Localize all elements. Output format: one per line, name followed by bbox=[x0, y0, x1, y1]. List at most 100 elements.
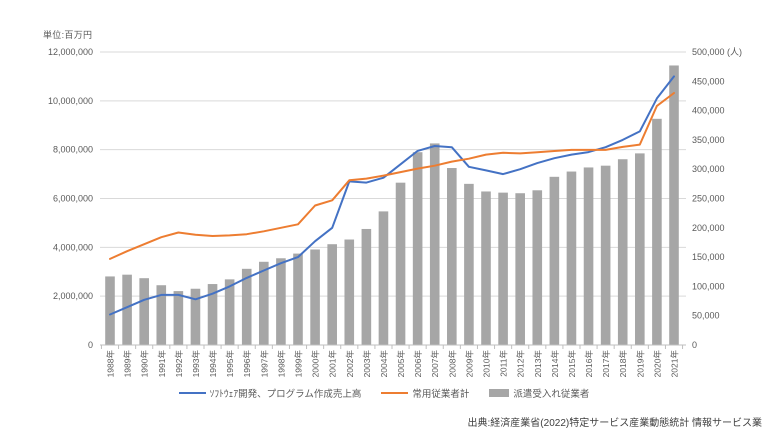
x-axis-label-1997年: 1997年 bbox=[259, 350, 269, 378]
left-axis-tick-label: 8,000,000 bbox=[53, 145, 93, 155]
bar-1988年 bbox=[105, 276, 115, 345]
legend-label-software-sales: ｿﾌﾄｳｪｱ開発、プログラム作成売上高 bbox=[209, 389, 362, 400]
bar-1990年 bbox=[139, 278, 149, 345]
x-axis-label-2018年: 2018年 bbox=[618, 350, 628, 378]
bar-2001年 bbox=[327, 244, 337, 345]
bar-2010年 bbox=[481, 191, 491, 345]
x-axis-label-2013年: 2013年 bbox=[533, 350, 543, 378]
x-axis-label-2004年: 2004年 bbox=[379, 350, 389, 378]
x-axis-label-2009年: 2009年 bbox=[464, 350, 474, 378]
bar-2019年 bbox=[635, 153, 645, 345]
bar-1995年 bbox=[224, 279, 235, 345]
legend-item-regular-employees: 常用従業者計 bbox=[381, 386, 469, 400]
bar-2018年 bbox=[617, 159, 628, 345]
bar-2007年 bbox=[429, 143, 440, 345]
x-axis-label-1994年: 1994年 bbox=[208, 350, 218, 378]
x-axis-label-2015年: 2015年 bbox=[567, 350, 577, 378]
x-axis-label-1990年: 1990年 bbox=[140, 350, 150, 378]
bar-2017年 bbox=[600, 165, 611, 345]
x-axis-label-2017年: 2017年 bbox=[601, 350, 611, 378]
bar-1999年 bbox=[293, 253, 303, 345]
line-software-sales bbox=[109, 75, 675, 316]
left-axis-unit-label: 単位:百万円 bbox=[43, 30, 93, 40]
x-axis-label-2001年: 2001年 bbox=[328, 350, 338, 378]
bar-1991年 bbox=[156, 285, 167, 345]
right-axis-tick-label: 400,000 bbox=[692, 106, 725, 116]
bar-1994年 bbox=[207, 284, 218, 345]
source-citation: 出典:経済産業省(2022)特定サービス産業動態統計 情報サービス業 bbox=[467, 418, 762, 429]
bar-2012年 bbox=[515, 193, 525, 345]
right-axis-tick-label: 250,000 bbox=[692, 194, 725, 204]
bar-2006年 bbox=[412, 152, 423, 345]
left-axis-tick-label: 2,000,000 bbox=[53, 291, 93, 301]
x-axis-label-2020年: 2020年 bbox=[652, 350, 662, 378]
line-regular-employees bbox=[109, 92, 675, 260]
x-axis-label-2006年: 2006年 bbox=[413, 350, 423, 378]
x-axis-label-1991年: 1991年 bbox=[157, 350, 167, 378]
legend-label-regular-employees: 常用従業者計 bbox=[412, 389, 470, 400]
bar-1998年 bbox=[276, 258, 286, 345]
bar-2013年 bbox=[532, 190, 543, 345]
bar-2016年 bbox=[583, 167, 594, 345]
x-axis-label-2021年: 2021年 bbox=[670, 350, 680, 378]
right-axis-tick-label: 200,000 bbox=[692, 223, 725, 233]
x-axis-label-2011年: 2011年 bbox=[499, 350, 509, 377]
right-axis-tick-label: 350,000 bbox=[692, 135, 725, 145]
legend-label-dispatched-workers: 派遣受入れ従業者 bbox=[513, 389, 590, 400]
x-axis-label-2012年: 2012年 bbox=[516, 350, 526, 378]
bar-2021年 bbox=[669, 65, 679, 345]
bar-2008年 bbox=[447, 168, 457, 345]
x-axis-label-1989年: 1989年 bbox=[123, 350, 133, 378]
legend-item-dispatched-workers: 派遣受入れ従業者 bbox=[489, 386, 589, 400]
bar-2005年 bbox=[395, 182, 406, 345]
bar-2004年 bbox=[378, 211, 389, 345]
x-axis-label-2002年: 2002年 bbox=[345, 350, 355, 378]
bar-2014年 bbox=[549, 176, 560, 345]
x-axis-label-2016年: 2016年 bbox=[584, 350, 594, 378]
legend-gray-bar-marker bbox=[489, 389, 510, 397]
bar-2000年 bbox=[310, 249, 320, 345]
legend-orange-line-marker bbox=[381, 392, 409, 394]
bar-1992年 bbox=[173, 291, 184, 345]
x-axis-label-2008年: 2008年 bbox=[447, 350, 457, 378]
left-axis-tick-label: 0 bbox=[88, 340, 93, 350]
left-axis-tick-label: 10,000,000 bbox=[48, 96, 93, 106]
bar-1993年 bbox=[190, 288, 201, 345]
bar-2020年 bbox=[652, 118, 662, 345]
right-axis-tick-label: 100,000 bbox=[692, 281, 725, 291]
x-axis-label-2019年: 2019年 bbox=[635, 350, 645, 378]
x-axis-label-2005年: 2005年 bbox=[396, 350, 406, 378]
left-axis-tick-label: 12,000,000 bbox=[48, 47, 93, 57]
right-axis-tick-label: 300,000 bbox=[692, 164, 725, 174]
bar-2009年 bbox=[464, 183, 474, 345]
x-axis-label-2007年: 2007年 bbox=[430, 350, 440, 378]
x-axis-label-1992年: 1992年 bbox=[174, 350, 184, 378]
bar-2015年 bbox=[566, 171, 577, 345]
legend-item-software-sales: ｿﾌﾄｳｪｱ開発、プログラム作成売上高 bbox=[178, 386, 362, 400]
bar-1989年 bbox=[122, 274, 132, 345]
bar-2011年 bbox=[498, 192, 508, 345]
x-axis-label-1996年: 1996年 bbox=[242, 350, 252, 378]
left-axis-tick-label: 6,000,000 bbox=[53, 194, 93, 204]
x-axis-label-1988年: 1988年 bbox=[106, 350, 116, 378]
x-axis-label-2010年: 2010年 bbox=[482, 350, 492, 378]
right-axis-tick-label: 0 bbox=[692, 340, 697, 350]
x-axis-label-1999年: 1999年 bbox=[294, 350, 304, 378]
bar-2002年 bbox=[344, 239, 355, 345]
x-axis-label-2003年: 2003年 bbox=[362, 350, 372, 378]
chart-legend: ｿﾌﾄｳｪｱ開発、プログラム作成売上高 常用従業者計 派遣受入れ従業者 bbox=[0, 386, 768, 400]
left-axis-tick-label: 4,000,000 bbox=[53, 242, 93, 252]
right-axis-tick-label: 150,000 bbox=[692, 252, 725, 262]
x-axis-label-1998年: 1998年 bbox=[276, 350, 286, 378]
bar-1997年 bbox=[259, 261, 269, 345]
right-axis-tick-label: 50,000 bbox=[692, 311, 720, 321]
bar-1996年 bbox=[241, 268, 252, 345]
x-axis-label-2014年: 2014年 bbox=[550, 350, 560, 378]
right-axis-tick-label: 500,000 (人) bbox=[692, 47, 742, 57]
bar-2003年 bbox=[361, 228, 372, 345]
legend-blue-line-marker bbox=[178, 392, 206, 394]
x-axis-label-1993年: 1993年 bbox=[191, 350, 201, 378]
x-axis-label-1995年: 1995年 bbox=[225, 350, 235, 378]
